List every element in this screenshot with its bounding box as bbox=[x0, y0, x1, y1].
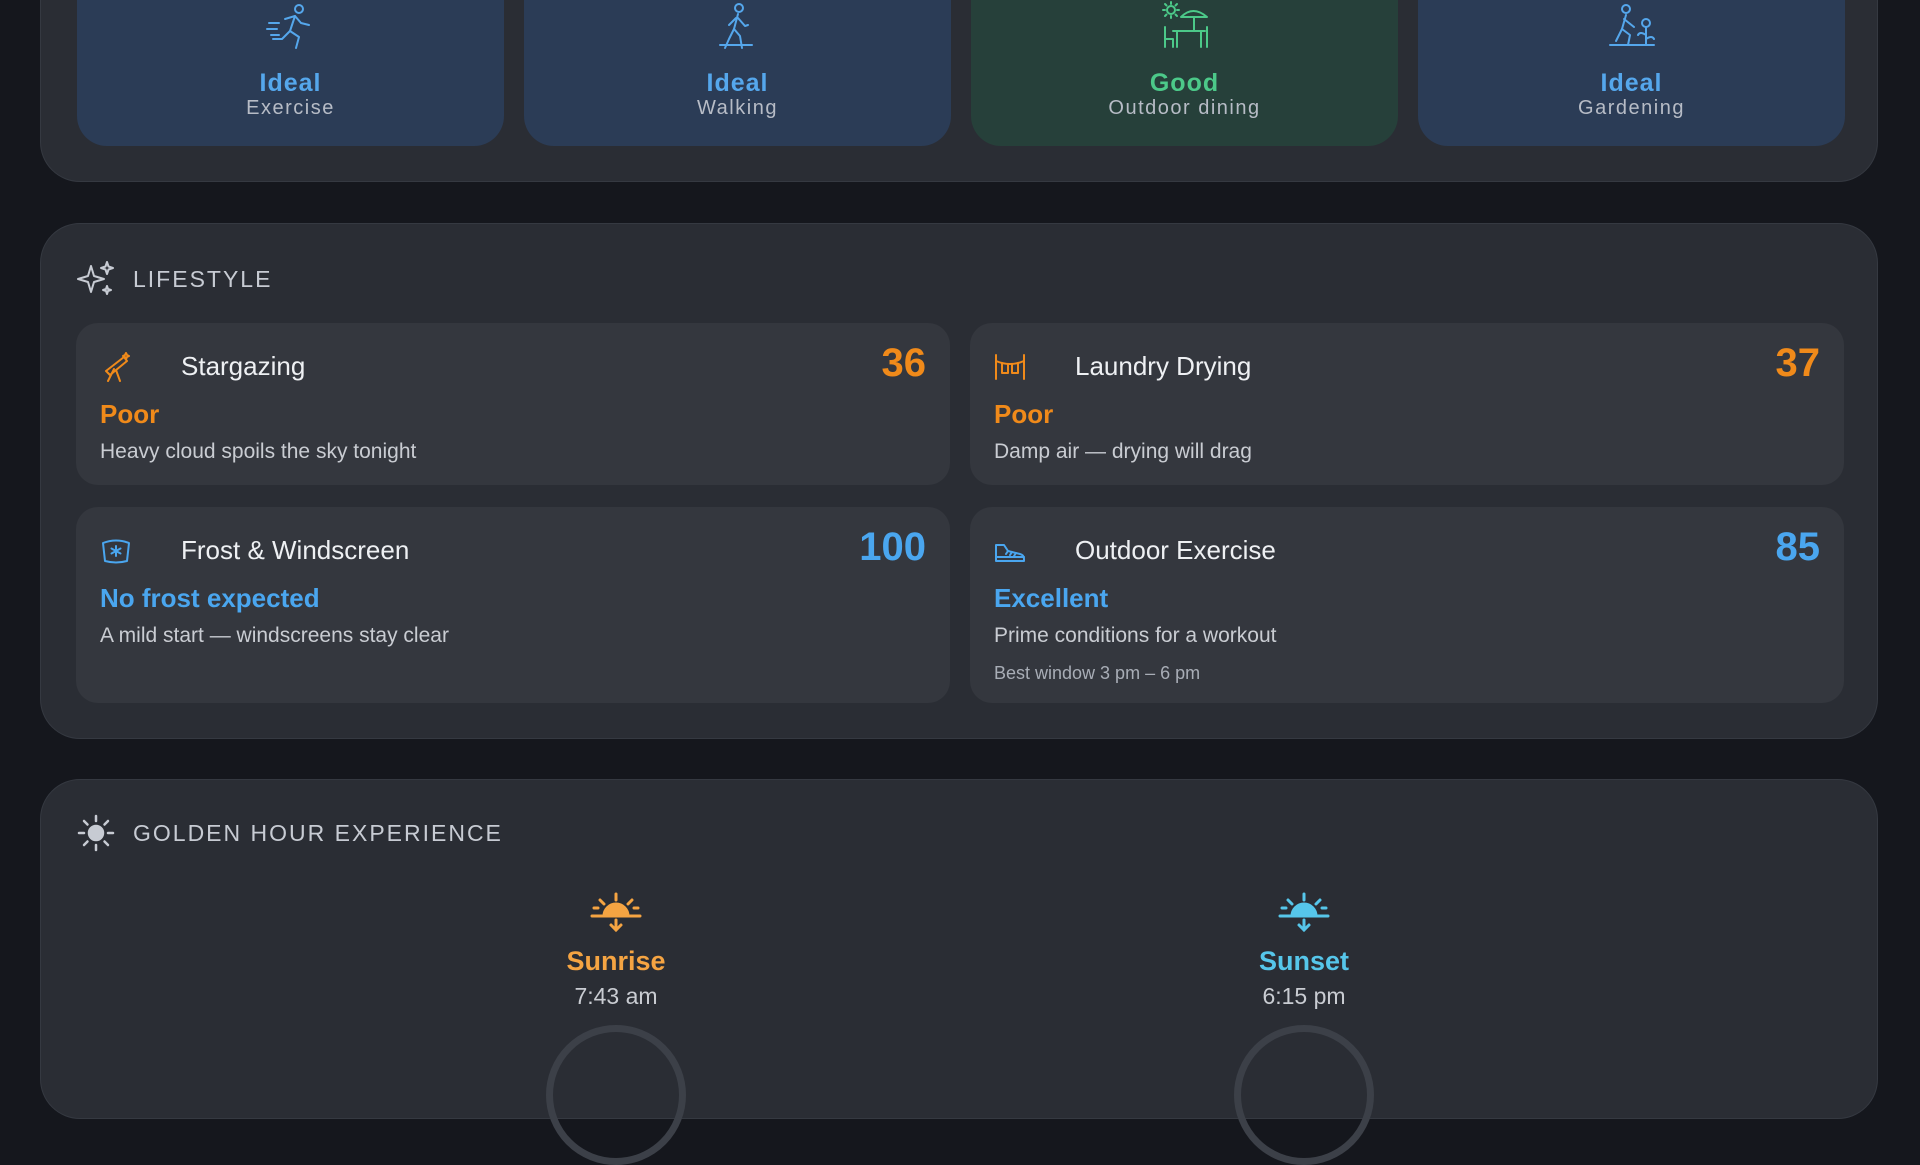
activity-status: Ideal bbox=[706, 69, 769, 97]
activity-label: Exercise bbox=[246, 97, 335, 119]
activity-tile-walking[interactable]: Ideal Walking bbox=[524, 0, 951, 146]
lifestyle-card-frost[interactable]: Frost & Windscreen 100 No frost expected… bbox=[76, 507, 950, 703]
sunset-time: 6:15 pm bbox=[1262, 983, 1346, 1009]
card-description: Prime conditions for a workout bbox=[994, 624, 1277, 647]
sun-icon bbox=[77, 814, 115, 852]
sunrise-time: 7:43 am bbox=[574, 983, 658, 1009]
card-title: Laundry Drying bbox=[1075, 351, 1252, 381]
walking-icon bbox=[718, 3, 753, 49]
sunset-block: Sunset 6:15 pm bbox=[1154, 890, 1454, 1010]
activity-status: Good bbox=[1149, 69, 1220, 97]
activities-panel: Ideal Exercise Ideal Walking Good Outdoo… bbox=[40, 0, 1878, 182]
card-best-window: Best window 3 pm – 6 pm bbox=[994, 663, 1201, 683]
sneaker-icon bbox=[995, 544, 1025, 562]
lifestyle-card-stargazing[interactable]: Stargazing 36 Poor Heavy cloud spoils th… bbox=[76, 323, 950, 485]
lifestyle-card-outdoor-exercise[interactable]: Outdoor Exercise 85 Excellent Prime cond… bbox=[970, 507, 1844, 703]
sunset-dial bbox=[1234, 1025, 1374, 1165]
windscreen-icon bbox=[102, 539, 130, 564]
card-status: Poor bbox=[994, 399, 1054, 429]
activity-status: Ideal bbox=[1600, 69, 1663, 97]
card-description: Heavy cloud spoils the sky tonight bbox=[100, 440, 417, 463]
card-title: Stargazing bbox=[181, 351, 306, 381]
card-title: Frost & Windscreen bbox=[181, 535, 410, 565]
card-status: Poor bbox=[100, 399, 160, 429]
golden-hour-header: GOLDEN HOUR EXPERIENCE bbox=[77, 814, 503, 852]
card-description: Damp air — drying will drag bbox=[994, 440, 1252, 463]
section-title: LIFESTYLE bbox=[133, 265, 273, 292]
golden-hour-panel: GOLDEN HOUR EXPERIENCE Sunrise 7:43 am S… bbox=[40, 779, 1878, 1165]
sunrise-icon bbox=[590, 892, 642, 933]
lifestyle-card-laundry[interactable]: Laundry Drying 37 Poor Damp air — drying… bbox=[970, 323, 1844, 485]
section-title: GOLDEN HOUR EXPERIENCE bbox=[133, 819, 503, 846]
activity-tile-exercise[interactable]: Ideal Exercise bbox=[77, 0, 504, 146]
card-score: 85 bbox=[1775, 525, 1821, 569]
sunset-icon bbox=[1278, 892, 1330, 933]
lifestyle-header: LIFESTYLE bbox=[77, 260, 272, 298]
telescope-icon bbox=[105, 352, 130, 382]
sparkles-icon bbox=[77, 261, 114, 295]
running-icon bbox=[265, 4, 310, 49]
outdoor-dining-icon bbox=[1161, 1, 1208, 48]
activity-tile-outdoor-dining[interactable]: Good Outdoor dining bbox=[971, 0, 1398, 146]
sunrise-block: Sunrise 7:43 am bbox=[466, 890, 766, 1010]
card-score: 37 bbox=[1775, 341, 1821, 385]
activity-status: Ideal bbox=[259, 69, 322, 97]
lifestyle-panel: LIFESTYLE Stargazing 36 Poor Heavy cloud… bbox=[40, 223, 1878, 739]
card-description: A mild start — windscreens stay clear bbox=[100, 624, 449, 647]
activity-label: Walking bbox=[697, 97, 778, 119]
card-status: Excellent bbox=[994, 583, 1109, 613]
sunset-label: Sunset bbox=[1258, 946, 1350, 976]
activity-tile-gardening[interactable]: Ideal Gardening bbox=[1418, 0, 1845, 146]
laundry-icon bbox=[995, 354, 1025, 380]
activity-label: Outdoor dining bbox=[1108, 97, 1261, 119]
card-status: No frost expected bbox=[100, 583, 320, 613]
sunrise-dial bbox=[546, 1025, 686, 1165]
card-title: Outdoor Exercise bbox=[1075, 535, 1276, 565]
card-score: 100 bbox=[859, 525, 926, 569]
gardening-icon bbox=[1608, 4, 1655, 46]
card-score: 36 bbox=[881, 341, 927, 385]
sunrise-label: Sunrise bbox=[566, 946, 666, 976]
activity-label: Gardening bbox=[1578, 97, 1685, 119]
